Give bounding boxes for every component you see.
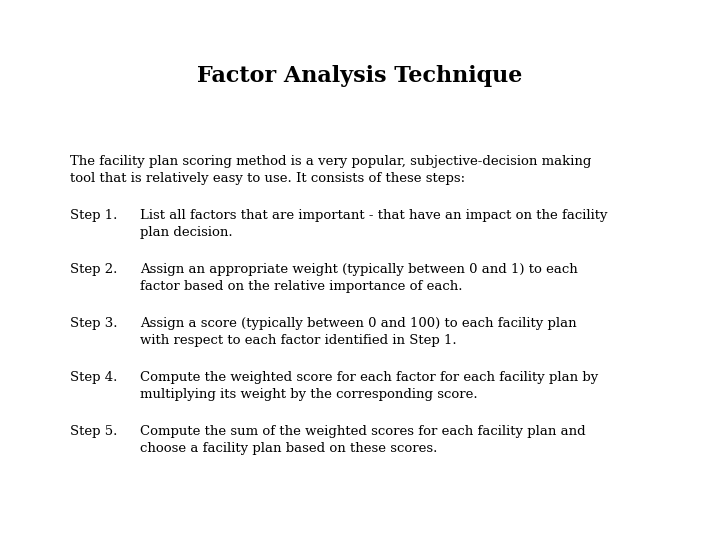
Text: plan decision.: plan decision.	[140, 226, 233, 239]
Text: tool that is relatively easy to use. It consists of these steps:: tool that is relatively easy to use. It …	[70, 172, 465, 185]
Text: Step 3.: Step 3.	[70, 317, 117, 330]
Text: List all factors that are important - that have an impact on the facility: List all factors that are important - th…	[140, 209, 608, 222]
Text: factor based on the relative importance of each.: factor based on the relative importance …	[140, 280, 462, 293]
Text: Compute the weighted score for each factor for each facility plan by: Compute the weighted score for each fact…	[140, 371, 598, 384]
Text: Step 1.: Step 1.	[70, 209, 117, 222]
Text: Factor Analysis Technique: Factor Analysis Technique	[197, 65, 523, 87]
Text: multiplying its weight by the corresponding score.: multiplying its weight by the correspond…	[140, 388, 477, 401]
Text: Assign a score (typically between 0 and 100) to each facility plan: Assign a score (typically between 0 and …	[140, 317, 577, 330]
Text: Step 5.: Step 5.	[70, 425, 117, 438]
Text: The facility plan scoring method is a very popular, subjective-decision making: The facility plan scoring method is a ve…	[70, 155, 591, 168]
Text: with respect to each factor identified in Step 1.: with respect to each factor identified i…	[140, 334, 456, 347]
Text: Step 4.: Step 4.	[70, 371, 117, 384]
Text: Compute the sum of the weighted scores for each facility plan and: Compute the sum of the weighted scores f…	[140, 425, 585, 438]
Text: choose a facility plan based on these scores.: choose a facility plan based on these sc…	[140, 442, 437, 455]
Text: Assign an appropriate weight (typically between 0 and 1) to each: Assign an appropriate weight (typically …	[140, 263, 577, 276]
Text: Step 2.: Step 2.	[70, 263, 117, 276]
